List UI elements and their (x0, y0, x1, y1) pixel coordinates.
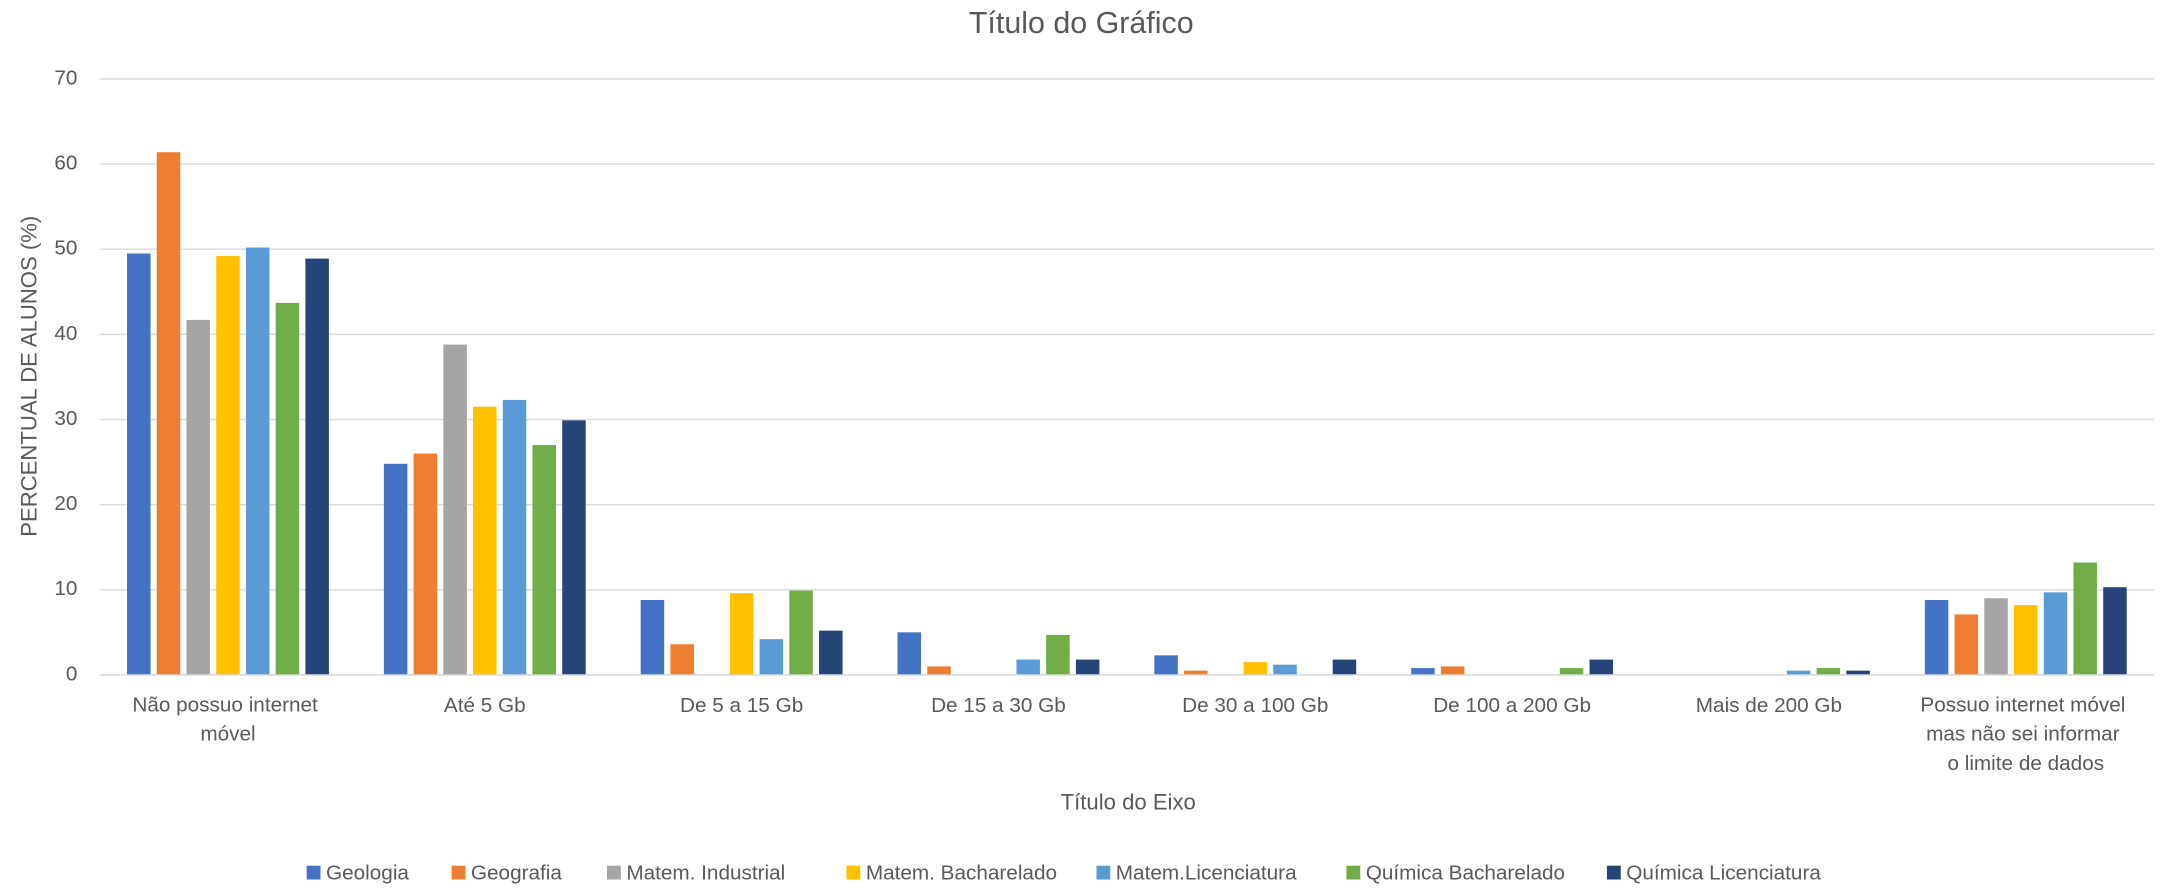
legend-swatch (606, 865, 621, 880)
bar (1154, 655, 1178, 675)
bar (2014, 605, 2038, 675)
bar (275, 302, 300, 675)
bar (2103, 587, 2127, 675)
bar (1589, 659, 1614, 675)
bar (1559, 668, 1584, 675)
x-tick-label: De 15 a 30 Gb (931, 694, 1066, 717)
legend-label: Matem.Licenciatura (1116, 861, 1297, 884)
legend-label: Química Bacharelado (1366, 861, 1565, 884)
bar (532, 445, 556, 675)
x-tick-label: Não possuo internet móvel (132, 694, 323, 746)
x-tick-label: Mais de 200 Gb (1696, 694, 1842, 717)
bar (216, 256, 240, 675)
legend-swatch (1606, 865, 1621, 880)
bar (245, 247, 270, 675)
bar (186, 319, 210, 675)
bar (443, 344, 467, 675)
bar (1273, 664, 1297, 675)
bar (927, 666, 951, 675)
bar (473, 406, 497, 675)
bar (502, 399, 527, 675)
bar (1984, 598, 2008, 675)
bar (1332, 659, 1357, 675)
bar (1016, 659, 1040, 675)
chart-title: Título do Gráfico (969, 6, 1194, 40)
y-tick-label: 60 (54, 152, 77, 175)
bar (1816, 668, 1841, 675)
x-axis-title: Título do Eixo (1061, 789, 1196, 814)
x-tick-label: Até 5 Gb (444, 694, 526, 717)
legend-label: Química Licenciatura (1626, 861, 1821, 884)
x-tick-label: De 5 a 15 Gb (680, 694, 803, 717)
bar (127, 253, 151, 675)
bar (1411, 668, 1435, 675)
bar (1243, 662, 1268, 675)
x-tick-label: Possuo internet móvel mas não sei inform… (1920, 694, 2131, 775)
legend-swatch (846, 865, 861, 880)
legend-label: Matem. Industrial (626, 861, 785, 884)
x-tick-label: De 100 a 200 Gb (1433, 694, 1591, 717)
bar (1075, 659, 1100, 675)
legend-label: Matem. Bacharelado (866, 861, 1057, 884)
bar (413, 453, 438, 675)
y-tick-label: 0 (66, 662, 78, 685)
bar (1786, 670, 1811, 675)
bar (1954, 614, 1979, 675)
y-tick-label: 40 (54, 322, 77, 345)
bar (640, 599, 665, 675)
bar (819, 630, 843, 675)
bar (1846, 670, 1870, 675)
bar (1924, 599, 1949, 675)
bar (2073, 562, 2097, 675)
bar (1184, 670, 1208, 675)
bar (789, 590, 813, 675)
y-tick-label: 50 (54, 237, 77, 260)
bar (156, 152, 181, 675)
legend-swatch (1346, 865, 1361, 880)
bar (670, 644, 694, 675)
bar (2043, 592, 2068, 675)
bar (305, 258, 329, 675)
y-tick-label: 20 (54, 492, 77, 515)
y-axis-title: PERCENTUAL DE ALUNOS (%) (16, 216, 41, 537)
legend-swatch (1096, 865, 1111, 880)
bar (562, 420, 586, 675)
y-tick-label: 10 (54, 577, 77, 600)
bar (759, 639, 784, 675)
legend-swatch (451, 865, 466, 880)
x-tick-label: De 30 a 100 Gb (1182, 694, 1328, 717)
legend-swatch (306, 865, 321, 880)
y-tick-label: 70 (54, 66, 77, 89)
bar (897, 632, 922, 675)
bar (729, 593, 754, 675)
bar (1440, 666, 1465, 675)
bar (383, 463, 408, 675)
bar (1046, 634, 1070, 675)
y-tick-label: 30 (54, 407, 77, 430)
legend-label: Geologia (326, 861, 409, 884)
legend-label: Geografia (471, 861, 562, 884)
